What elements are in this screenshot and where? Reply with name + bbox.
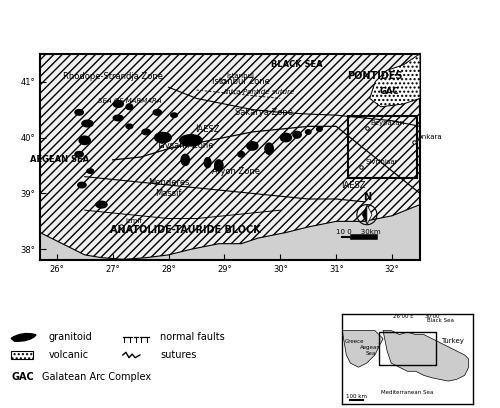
Text: Galatean Arc Complex: Galatean Arc Complex bbox=[42, 372, 152, 382]
Text: GAC: GAC bbox=[11, 372, 34, 382]
Text: AEGEAN SEA: AEGEAN SEA bbox=[30, 155, 89, 164]
Ellipse shape bbox=[247, 142, 258, 150]
Ellipse shape bbox=[82, 120, 93, 127]
Text: volcanic: volcanic bbox=[48, 350, 88, 360]
Text: 100 km: 100 km bbox=[346, 394, 367, 399]
Text: 26'00 E: 26'00 E bbox=[393, 314, 413, 319]
Text: Rhodope-Strandja Zone: Rhodope-Strandja Zone bbox=[62, 71, 162, 80]
Text: N: N bbox=[363, 192, 371, 202]
Text: Intra-Pontide suture: Intra-Pontide suture bbox=[224, 89, 294, 95]
Text: Black Sea: Black Sea bbox=[426, 318, 454, 323]
Polygon shape bbox=[370, 54, 420, 107]
Polygon shape bbox=[342, 330, 383, 367]
Text: Sivrihisar: Sivrihisar bbox=[365, 159, 398, 165]
Ellipse shape bbox=[87, 169, 94, 173]
Ellipse shape bbox=[113, 115, 124, 121]
Ellipse shape bbox=[265, 143, 274, 154]
Text: Afyon Zone: Afyon Zone bbox=[212, 166, 260, 175]
Text: İAESZ: İAESZ bbox=[196, 124, 220, 134]
Ellipse shape bbox=[204, 157, 211, 168]
Ellipse shape bbox=[78, 182, 86, 188]
Ellipse shape bbox=[75, 151, 84, 157]
Text: 30'00: 30'00 bbox=[424, 314, 440, 319]
Ellipse shape bbox=[238, 151, 244, 157]
Polygon shape bbox=[367, 204, 372, 225]
Text: Menderes
Massif: Menderes Massif bbox=[148, 178, 190, 197]
Ellipse shape bbox=[180, 135, 202, 146]
Ellipse shape bbox=[171, 113, 177, 118]
Text: 10 0    30km: 10 0 30km bbox=[336, 228, 381, 235]
Text: SEA OF MARMARA: SEA OF MARMARA bbox=[98, 98, 161, 104]
Ellipse shape bbox=[75, 110, 84, 115]
Text: Istanbul: Istanbul bbox=[226, 73, 254, 80]
Ellipse shape bbox=[316, 127, 322, 131]
Text: GAC: GAC bbox=[380, 87, 399, 96]
Ellipse shape bbox=[154, 133, 172, 142]
Text: normal faults: normal faults bbox=[160, 333, 225, 342]
Ellipse shape bbox=[79, 136, 90, 144]
Ellipse shape bbox=[126, 124, 133, 129]
Text: sutures: sutures bbox=[160, 350, 196, 360]
Bar bbox=[379, 332, 436, 365]
Polygon shape bbox=[383, 330, 468, 381]
Text: granitoid: granitoid bbox=[48, 333, 92, 342]
Bar bbox=[348, 116, 417, 178]
Text: Turkey: Turkey bbox=[441, 338, 464, 344]
Ellipse shape bbox=[214, 160, 223, 171]
FancyBboxPatch shape bbox=[11, 351, 33, 359]
PathPatch shape bbox=[11, 333, 36, 341]
Ellipse shape bbox=[306, 130, 311, 134]
Text: IAESZ: IAESZ bbox=[340, 180, 365, 190]
Text: Greece: Greece bbox=[344, 339, 364, 344]
Ellipse shape bbox=[181, 154, 190, 166]
Text: Beypazarı: Beypazarı bbox=[371, 120, 406, 126]
Ellipse shape bbox=[126, 104, 133, 110]
Ellipse shape bbox=[142, 129, 150, 135]
Ellipse shape bbox=[280, 133, 291, 142]
Text: Izmir: Izmir bbox=[125, 218, 142, 224]
Ellipse shape bbox=[113, 101, 124, 107]
Text: Sakarya Zone: Sakarya Zone bbox=[234, 108, 292, 117]
Text: Tavşanlı Zone: Tavşanlı Zone bbox=[156, 142, 214, 151]
Ellipse shape bbox=[293, 131, 301, 138]
Text: Aegean
Sea: Aegean Sea bbox=[360, 345, 381, 356]
Polygon shape bbox=[362, 204, 367, 225]
Text: Mediterranean Sea: Mediterranean Sea bbox=[382, 390, 434, 395]
Ellipse shape bbox=[96, 201, 107, 208]
Text: Ankara: Ankara bbox=[418, 134, 443, 140]
Text: PONTIDES: PONTIDES bbox=[348, 71, 403, 81]
Polygon shape bbox=[40, 54, 420, 259]
Text: Istanbul Zone: Istanbul Zone bbox=[212, 77, 270, 86]
Ellipse shape bbox=[153, 110, 162, 115]
Text: ANATOLIDE-TAURIDE BLOCK: ANATOLIDE-TAURIDE BLOCK bbox=[110, 225, 260, 235]
Text: BLACK SEA: BLACK SEA bbox=[271, 60, 323, 69]
